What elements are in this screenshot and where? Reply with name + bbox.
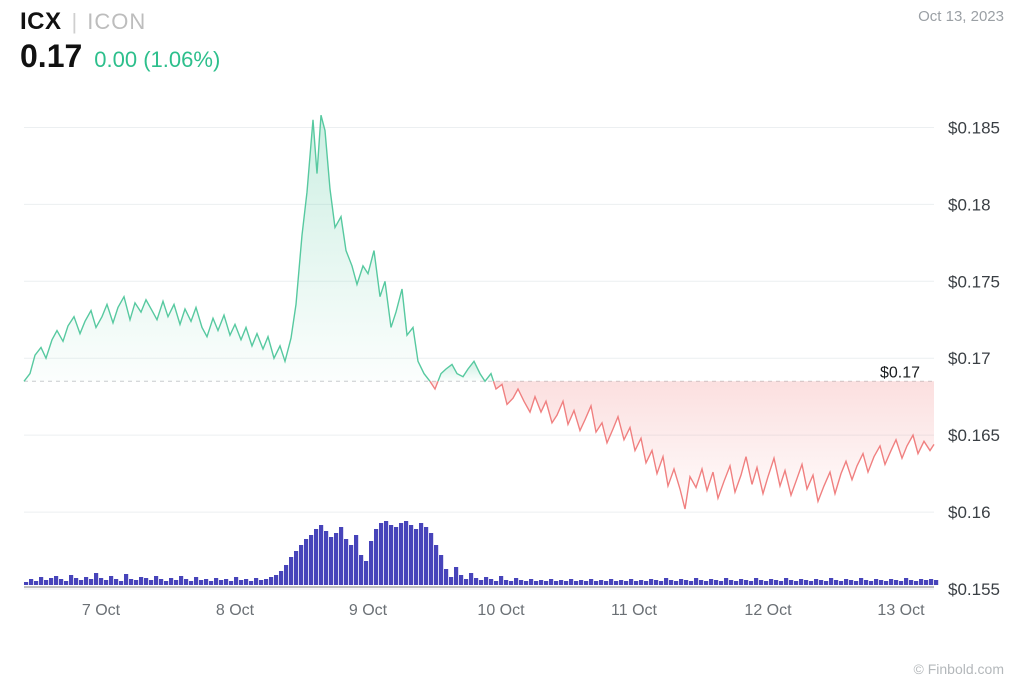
ticker-symbol: ICX	[20, 8, 62, 36]
price-change-pct: (1.06%)	[143, 47, 220, 72]
price-change: 0.00 (1.06%)	[94, 47, 220, 73]
y-axis-label: $0.18	[948, 195, 991, 214]
y-axis-label: $0.185	[948, 118, 1000, 137]
price-chart: $0.155 $0.16 $0.165 $0.17 $0.175 $0.18 $0.185 $…	[20, 89, 1004, 649]
x-axis-label: 10 Oct	[477, 602, 525, 619]
x-axis-label: 11 Oct	[611, 602, 658, 619]
ticker-divider: |	[72, 9, 78, 35]
attribution: © Finbold.com	[914, 661, 1004, 677]
x-axis-label: 13 Oct	[877, 602, 925, 619]
x-axis-label: 7 Oct	[82, 602, 121, 619]
chart-header: ICX | ICON 0.17 0.00 (1.06%) Oct 13, 202…	[20, 8, 1004, 75]
y-axis-label: $0.165	[948, 426, 1000, 445]
current-price: 0.17	[20, 38, 82, 75]
x-axis-label: 8 Oct	[216, 602, 255, 619]
y-axis-label: $0.175	[948, 272, 1000, 291]
price-change-abs: 0.00	[94, 47, 137, 72]
asset-fullname: ICON	[87, 9, 146, 35]
y-axis-label: $0.155	[948, 580, 1000, 599]
snapshot-date: Oct 13, 2023	[918, 8, 1004, 25]
price-row: 0.17 0.00 (1.06%)	[20, 38, 220, 75]
x-axis-label: 9 Oct	[349, 602, 388, 619]
reference-label: $0.17	[880, 364, 920, 381]
y-axis-label: $0.17	[948, 349, 991, 368]
chart-svg: $0.155 $0.16 $0.165 $0.17 $0.175 $0.18 $0.185 $…	[20, 89, 1004, 649]
title-block: ICX | ICON	[20, 8, 220, 36]
x-axis-label: 12 Oct	[744, 602, 792, 619]
y-axis-label: $0.16	[948, 503, 991, 522]
